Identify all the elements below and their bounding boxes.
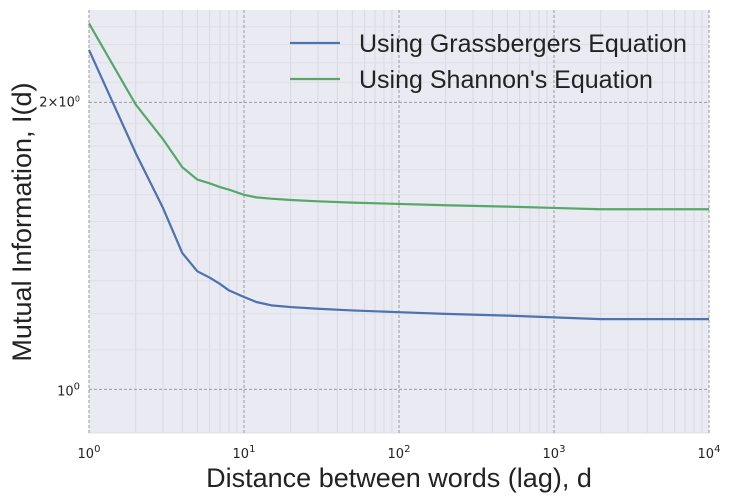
minor-gridlines (89, 10, 709, 434)
series-lines (87, 22, 709, 321)
series-line-1 (87, 49, 709, 321)
x-tick-label: 103 (543, 444, 566, 462)
y-tick-labels: 100 2×100 (39, 94, 80, 399)
legend-label-1: Using Grassbergers Equation (359, 30, 687, 58)
x-axis-label: Distance between words (lag), d (206, 463, 592, 493)
x-tick-label: 101 (233, 444, 256, 462)
y-axis-label: Mutual Information, I(d) (7, 82, 37, 361)
x-tick-label: 102 (388, 444, 411, 462)
legend-label-2: Using Shannon's Equation (359, 66, 653, 94)
legend: Using Grassbergers Equation Using Shannon… (290, 30, 687, 94)
series-line-2 (88, 22, 709, 211)
x-tick-label: 100 (78, 444, 101, 462)
x-tick-labels: 100 101 102 103 104 (78, 444, 721, 462)
y-tick-label: 100 (57, 381, 80, 399)
y-tick-label: 2×100 (39, 94, 80, 110)
major-gridlines (88, 10, 710, 433)
x-tick-label: 104 (698, 444, 721, 462)
